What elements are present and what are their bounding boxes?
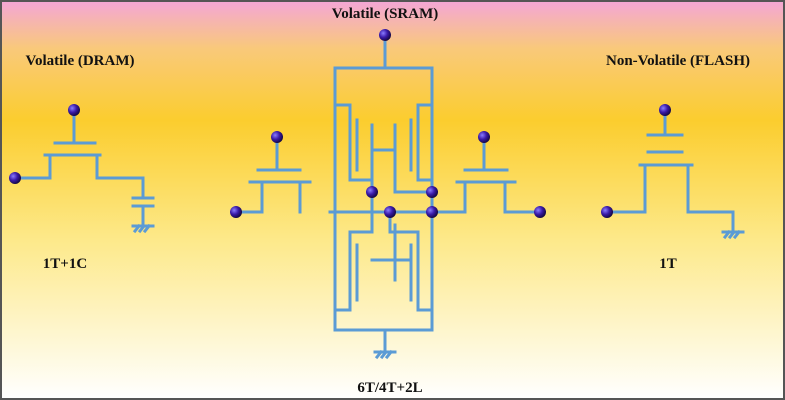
terminal	[271, 131, 283, 143]
node	[426, 186, 438, 198]
terminal	[659, 104, 671, 116]
flash-label: 1T	[659, 256, 677, 272]
terminal	[601, 206, 613, 218]
flash-title: Non-Volatile (FLASH)	[606, 53, 750, 69]
sram-label: 6T/4T+2L	[357, 380, 422, 396]
flash-circuit	[605, 108, 745, 240]
terminals	[9, 29, 671, 218]
dram-label: 1T+1C	[43, 256, 87, 272]
sram-title: Volatile (SRAM)	[332, 6, 439, 22]
node	[426, 206, 438, 218]
terminal	[230, 206, 242, 218]
terminal	[534, 206, 546, 218]
dram-circuit	[13, 108, 155, 234]
terminal	[68, 104, 80, 116]
sram-circuit	[234, 33, 542, 360]
dram-title: Volatile (DRAM)	[25, 53, 134, 69]
terminal	[478, 131, 490, 143]
terminal	[9, 172, 21, 184]
terminal	[379, 29, 391, 41]
node	[366, 186, 378, 198]
node	[384, 206, 396, 218]
